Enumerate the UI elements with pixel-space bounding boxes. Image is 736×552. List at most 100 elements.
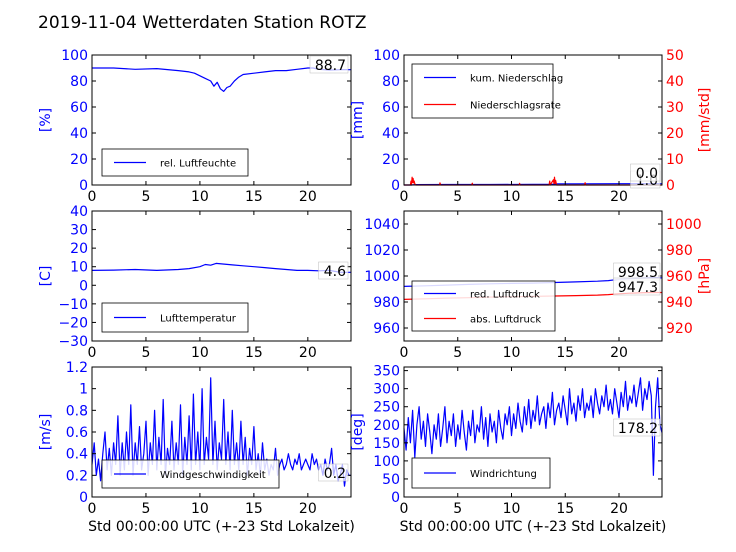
y2-tick-label: 20 xyxy=(666,126,684,142)
y2-tick-label: 980 xyxy=(666,243,693,259)
panels: 0 5 10 15 20020406080100[%]rel. Luftfeuchte8… xyxy=(38,48,713,535)
x-tick-label: 15 xyxy=(556,189,574,205)
legend: Windrichtung xyxy=(412,458,550,488)
x-tick-label: 5 xyxy=(453,501,462,517)
y2-tick-label: 10 xyxy=(666,152,684,168)
y2-tick-label: 0 xyxy=(666,178,675,194)
latest-value-label: 947.3 xyxy=(618,280,658,296)
y-tick-label: 250 xyxy=(373,400,400,416)
y-tick-label: 80 xyxy=(70,74,88,90)
x-axis-label: Std 00:00:00 UTC (+-23 Std Lokalzeit) xyxy=(400,519,667,535)
y-tick-label: −30 xyxy=(58,334,88,350)
y-axis-label: [deg] xyxy=(350,413,366,450)
legend-label-1: Windrichtung xyxy=(470,469,537,480)
y-tick-label: 80 xyxy=(382,74,400,90)
legend-label-1: rel. Luftfeuchte xyxy=(160,159,236,170)
y-tick-label: 0.4 xyxy=(66,447,88,463)
y-tick-label: 1 xyxy=(79,382,88,398)
y-tick-label: 1020 xyxy=(364,243,400,259)
y-tick-label: 0 xyxy=(391,178,400,194)
legend-label-1: red. Luftdruck xyxy=(470,290,540,301)
y2-tick-label: 40 xyxy=(666,74,684,90)
y-tick-label: −10 xyxy=(58,297,88,313)
y-axis-label: [C] xyxy=(38,266,54,287)
x-tick-label: 20 xyxy=(299,501,317,517)
chart-panel-5: 0 5 10 15 20 0 0.2 0.4 0.6 0.8 1 1.2 [m/s] Std 00:00:… xyxy=(38,360,355,535)
y-tick-label: 0 xyxy=(391,490,400,506)
x-tick-label: 15 xyxy=(245,345,263,361)
x-tick-label: 10 xyxy=(503,189,521,205)
x-tick-label: 15 xyxy=(556,345,574,361)
latest-value-label: 178.2 xyxy=(618,421,658,437)
chart-panel-1: 0 5 10 15 20 0 20 40 60 80 100 [%] rel. Luftfeuchte 8… xyxy=(38,48,351,205)
chart-panel-4: 0 5 10 15 20 960 980 1000 1020 1040 920 940 960 980 10… xyxy=(364,211,713,361)
legend: kum. Niederschlag Niederschlagsrate xyxy=(412,64,563,118)
x-tick-label: 5 xyxy=(453,345,462,361)
y2-tick-label: 30 xyxy=(666,100,684,116)
y-tick-label: 200 xyxy=(373,418,400,434)
legend-label-2: abs. Luftdruck xyxy=(470,315,541,326)
x-tick-label: 0 xyxy=(88,501,97,517)
y-tick-label: 100 xyxy=(61,48,88,64)
latest-value-label: 88.7 xyxy=(315,58,346,74)
y-tick-label: 0.2 xyxy=(66,468,88,484)
x-tick-label: 5 xyxy=(141,501,150,517)
y-tick-label: 150 xyxy=(373,436,400,452)
x-tick-label: 0 xyxy=(400,345,409,361)
x-tick-label: 20 xyxy=(610,189,628,205)
series-line-1 xyxy=(92,263,351,272)
y-tick-label: 980 xyxy=(373,295,400,311)
x-tick-label: 10 xyxy=(503,501,521,517)
x-tick-label: 10 xyxy=(503,345,521,361)
y-tick-label: 1040 xyxy=(364,217,400,233)
y-tick-label: 0.8 xyxy=(66,403,88,419)
y-tick-label: 30 xyxy=(70,223,88,239)
y-tick-label: 20 xyxy=(70,241,88,257)
y-tick-label: 100 xyxy=(373,48,400,64)
x-tick-label: 0 xyxy=(88,189,97,205)
y-tick-label: 350 xyxy=(373,364,400,380)
x-tick-label: 0 xyxy=(400,189,409,205)
x-tick-label: 20 xyxy=(610,345,628,361)
chart-panel-2: 0 5 10 15 2002040608010001020304050[mm] [mm/s… xyxy=(350,48,713,205)
x-tick-label: 0 xyxy=(88,345,97,361)
y-tick-label: −20 xyxy=(58,315,88,331)
x-tick-label: 20 xyxy=(299,345,317,361)
legend: Windgeschwindigkeit xyxy=(102,460,279,488)
y-tick-label: 50 xyxy=(382,472,400,488)
y-tick-label: 0 xyxy=(79,490,88,506)
x-axis-label: Std 00:00:00 UTC (+-23 Std Lokalzeit) xyxy=(88,519,355,535)
x-tick-label: 0 xyxy=(400,501,409,517)
x-tick-label: 20 xyxy=(299,189,317,205)
y2-tick-label: 940 xyxy=(666,295,693,311)
y-tick-label: 0 xyxy=(79,278,88,294)
y-axis-label: [m/s] xyxy=(38,414,54,451)
x-tick-label: 5 xyxy=(141,189,150,205)
x-tick-label: 5 xyxy=(141,345,150,361)
y-axis-label: [mm] xyxy=(350,101,366,139)
y-tick-label: 40 xyxy=(70,204,88,220)
latest-value-label: 0.0 xyxy=(636,166,658,182)
y-tick-label: 40 xyxy=(70,126,88,142)
chart-panel-3: 0 5 10 15 20 −30 −20 −10 0 10 20 30 40 [C] Lufttempera… xyxy=(38,204,351,361)
y2-tick-label: 960 xyxy=(666,269,693,285)
legend-label-1: Lufttemperatur xyxy=(160,314,237,325)
y-tick-label: 1.2 xyxy=(66,360,88,376)
y-tick-label: 20 xyxy=(70,152,88,168)
y-tick-label: 100 xyxy=(373,454,400,470)
y-tick-label: 60 xyxy=(382,100,400,116)
x-tick-label: 15 xyxy=(245,189,263,205)
y-tick-label: 40 xyxy=(382,126,400,142)
x-tick-label: 15 xyxy=(245,501,263,517)
x-tick-label: 15 xyxy=(556,501,574,517)
chart-panel-6: 0 5 10 15 20050100150200250300350[deg]Std 00… xyxy=(350,364,666,535)
x-tick-label: 10 xyxy=(191,345,209,361)
y-tick-label: 10 xyxy=(70,260,88,276)
legend-label-1: Windgeschwindigkeit xyxy=(160,470,266,481)
legend-label-1: kum. Niederschlag xyxy=(470,74,563,85)
y2-tick-label: 50 xyxy=(666,48,684,64)
legend: Lufttemperatur xyxy=(102,303,248,332)
legend-label-2: Niederschlagsrate xyxy=(470,101,561,112)
y-tick-label: 960 xyxy=(373,321,400,337)
y2-axis-label: [hPa] xyxy=(697,258,713,294)
